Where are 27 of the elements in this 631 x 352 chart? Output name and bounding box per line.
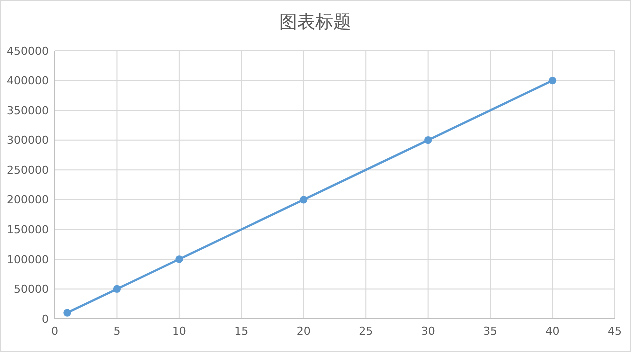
y-tick-label: 400000 [7, 74, 49, 88]
x-tick-label: 30 [421, 325, 436, 338]
point [548, 76, 557, 85]
y-tick-label: 0 [42, 312, 49, 326]
x-tick-label: 45 [608, 325, 622, 338]
x-tick-label: 40 [546, 325, 560, 338]
y-tick-label: 300000 [7, 134, 49, 148]
y-tick-label: 150000 [7, 224, 49, 237]
point [424, 136, 432, 144]
point [176, 256, 184, 264]
point [113, 285, 122, 294]
y-tick-label: 450000 [7, 44, 49, 58]
point [64, 309, 72, 317]
chart-title: 图表标题 [280, 12, 352, 33]
y-tick-label: 250000 [7, 164, 49, 177]
point [300, 196, 308, 204]
y-tick-label: 50000 [14, 283, 49, 296]
x-tick-label: 0 [52, 325, 58, 338]
x-tick-label: 15 [234, 325, 249, 338]
y-tick-label: 350000 [7, 104, 49, 118]
y-tick-label: 100000 [7, 253, 49, 266]
x-tick-label: 25 [359, 325, 374, 338]
x-tick-label: 10 [172, 325, 186, 338]
x-tick-label: 35 [484, 325, 498, 338]
x-tick-label: 5 [114, 325, 121, 338]
y-tick-label: 200000 [7, 194, 49, 207]
x-tick-label: 20 [296, 325, 311, 338]
